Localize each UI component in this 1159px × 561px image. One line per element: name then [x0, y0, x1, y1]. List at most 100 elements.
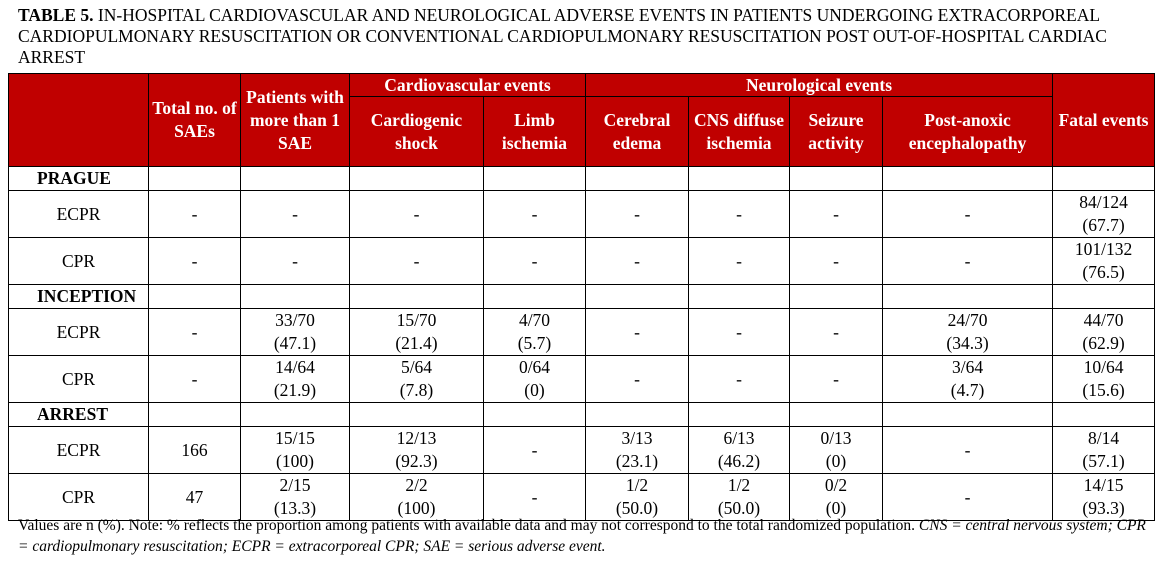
cell-percent: (92.3)	[395, 451, 438, 471]
table-cell: 2/2 (100)	[349, 473, 484, 521]
table-title: TABLE 5. IN-HOSPITAL CARDIOVASCULAR AND …	[18, 5, 1148, 68]
header-post-anoxic-encephalopathy: Post-anoxic encephalopathy	[881, 96, 1054, 167]
table-cell: 0/13 (0)	[789, 426, 883, 474]
header-total-saes: Total no. of SAEs	[148, 73, 241, 167]
cell-value: -	[634, 250, 640, 271]
cell-percent: (67.7)	[1082, 215, 1125, 235]
header-seizure-activity: Seizure activity	[789, 96, 883, 167]
table-cell: 8/14 (57.1)	[1052, 426, 1156, 474]
cell-value: 0/2	[824, 475, 848, 495]
table-cell: 12/13 (92.3)	[349, 426, 484, 474]
table-title-text: IN-HOSPITAL CARDIOVASCULAR AND NEUROLOGI…	[18, 5, 1107, 67]
cell-value: 2/2	[405, 475, 428, 495]
cell-value: 10/64	[1083, 357, 1124, 377]
table-cell: -	[148, 190, 241, 238]
cell-value: -	[413, 250, 420, 271]
cell-value: -	[964, 486, 971, 507]
cell-value: 47	[185, 486, 204, 507]
group-empty-cell	[789, 284, 883, 309]
group-empty-cell	[240, 284, 350, 309]
table-cell: 10/64 (15.6)	[1052, 355, 1156, 403]
cell-value: -	[531, 486, 538, 507]
cell-percent: (7.8)	[399, 380, 434, 400]
table-cell: 166	[148, 426, 241, 474]
group-empty-cell	[148, 402, 241, 427]
group-empty-cell	[483, 402, 586, 427]
header-blank	[8, 73, 149, 167]
table-cell: 0/2 (0)	[789, 473, 883, 521]
header-fatal-events: Fatal events	[1052, 73, 1156, 167]
group-empty-cell	[1052, 402, 1156, 427]
cell-value: -	[736, 250, 742, 271]
cell-value: -	[833, 250, 839, 271]
table-cell: -	[688, 237, 790, 285]
table-cell: -	[688, 355, 790, 403]
table-row: ECPR 166 15/15 (100) 12/13 (92.3) - 3/13 (23.1) 6…	[8, 426, 1156, 474]
group-empty-cell	[349, 166, 484, 191]
table-cell: 6/13 (46.2)	[688, 426, 790, 474]
cell-percent: (62.9)	[1082, 333, 1125, 353]
cell-value: 101/132	[1074, 239, 1133, 259]
table-cell: -	[349, 190, 484, 238]
group-empty-cell	[240, 166, 350, 191]
table-cell: -	[881, 237, 1054, 285]
cell-value: -	[413, 203, 420, 224]
table-cell: 1/2 (50.0)	[688, 473, 790, 521]
group-empty-cell	[585, 284, 689, 309]
cell-value: -	[531, 203, 538, 224]
cell-value: -	[292, 250, 298, 271]
cell-value: 44/70	[1083, 310, 1124, 330]
cell-value: -	[964, 439, 971, 460]
table-cell: -	[240, 237, 350, 285]
cell-value: 14/15	[1083, 475, 1124, 495]
group-row: PRAGUE	[8, 166, 1156, 191]
cell-value: 24/70	[947, 310, 988, 330]
cell-value: -	[191, 250, 198, 271]
table-cell: 2/15 (13.3)	[240, 473, 350, 521]
group-empty-cell	[349, 402, 484, 427]
cell-percent: (13.3)	[273, 498, 317, 518]
group-empty-cell	[881, 284, 1054, 309]
table-cell: 14/64 (21.9)	[240, 355, 350, 403]
group-empty-cell	[1052, 166, 1156, 191]
cell-value: -	[191, 368, 198, 389]
cell-value: -	[833, 203, 839, 224]
table-cell: 5/64 (7.8)	[349, 355, 484, 403]
table-cell: -	[688, 308, 790, 356]
table-cell: 15/70 (21.4)	[349, 308, 484, 356]
cell-value: -	[964, 203, 971, 224]
table-row: CPR 47 2/15 (13.3) 2/2 (100) - 1/2 (50.0) 1/2 (50.…	[8, 473, 1156, 521]
cell-value: 0/64	[518, 357, 551, 377]
table-cell: -	[483, 473, 586, 521]
row-label: CPR	[8, 473, 149, 521]
cell-value: -	[964, 250, 971, 271]
cell-percent: (76.5)	[1082, 262, 1125, 282]
row-label: ECPR	[8, 426, 149, 474]
group-empty-cell	[881, 166, 1054, 191]
cell-value: -	[833, 321, 839, 342]
table-cell: 47	[148, 473, 241, 521]
cell-value: 84/124	[1079, 192, 1128, 212]
cell-percent: (50.0)	[615, 498, 659, 518]
cell-percent: (15.6)	[1082, 380, 1125, 400]
table-cell: -	[585, 355, 689, 403]
cell-value: 3/64	[951, 357, 984, 377]
cell-percent: (21.4)	[395, 333, 438, 353]
cell-percent: (0)	[825, 498, 847, 518]
table-cell: -	[789, 237, 883, 285]
table-body: PRAGUE ECPR - - - - - - - -84/124 (67.7) CPR - - - - - - -…	[8, 166, 1156, 521]
table-cell: -	[881, 473, 1054, 521]
cell-percent: (47.1)	[273, 333, 317, 353]
group-empty-cell	[585, 166, 689, 191]
cell-value: -	[736, 321, 742, 342]
group-empty-cell	[881, 402, 1054, 427]
group-empty-cell	[483, 166, 586, 191]
cell-value: 33/70	[275, 310, 315, 330]
cell-value: 1/2	[625, 475, 649, 495]
cell-percent: (0)	[524, 380, 545, 400]
cell-value: -	[531, 439, 538, 460]
table-cell: 3/13 (23.1)	[585, 426, 689, 474]
cell-value: 1/2	[727, 475, 751, 495]
cell-value: 15/70	[396, 310, 437, 330]
table-cell: 44/70 (62.9)	[1052, 308, 1156, 356]
